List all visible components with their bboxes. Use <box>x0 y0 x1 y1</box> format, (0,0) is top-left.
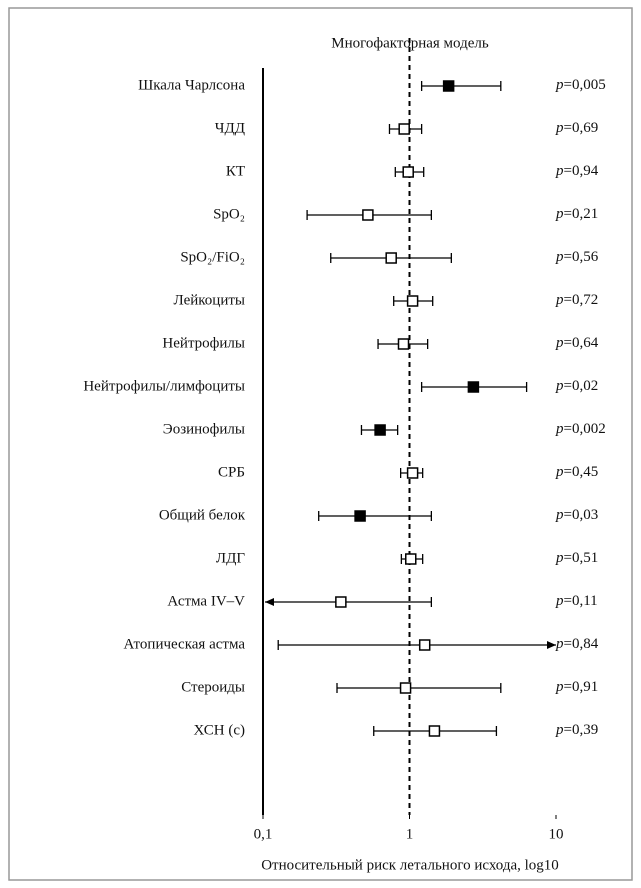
p-prefix: p <box>555 722 564 738</box>
point-estimate <box>398 123 410 135</box>
p-number: =0,39 <box>564 722 599 738</box>
row-label: ХСН (с) <box>194 722 246 738</box>
point-estimate <box>385 252 397 264</box>
point-estimate <box>399 682 412 694</box>
row-label: Нейтрофилы/лимфоциты <box>83 378 245 394</box>
point-estimate <box>354 510 366 522</box>
point-estimate <box>374 424 386 436</box>
p-value: p=0,56 <box>555 249 599 265</box>
point-estimate <box>418 639 431 651</box>
point-estimate <box>406 467 419 479</box>
row-label: Астма IV–V <box>167 593 245 609</box>
p-number: =0,56 <box>564 249 599 265</box>
point-estimate <box>406 295 419 307</box>
p-value: p=0,45 <box>555 464 598 480</box>
p-value: p=0,21 <box>555 206 598 222</box>
p-number: =0,69 <box>564 120 599 136</box>
p-value: p=0,005 <box>555 77 606 93</box>
p-number: =0,21 <box>564 206 599 222</box>
p-number: =0,51 <box>564 550 599 566</box>
point-estimate <box>467 381 480 393</box>
row-label: ЛДГ <box>216 550 245 566</box>
p-number: =0,02 <box>564 378 599 394</box>
p-prefix: p <box>555 378 564 394</box>
p-prefix: p <box>555 507 564 523</box>
point-estimate <box>442 80 455 92</box>
p-number: =0,64 <box>564 335 599 351</box>
x-axis-label: Относительный риск летального исхода, lo… <box>261 857 559 873</box>
p-value: p=0,69 <box>555 120 598 136</box>
p-number: =0,005 <box>564 77 606 93</box>
p-prefix: p <box>555 163 564 179</box>
p-value: p=0,94 <box>555 163 599 179</box>
p-prefix: p <box>555 120 564 136</box>
ci-arrow <box>547 641 556 649</box>
p-value: p=0,51 <box>555 550 598 566</box>
row-label: Атопическая астма <box>123 636 245 652</box>
p-prefix: p <box>555 636 564 652</box>
x-tick-label: 10 <box>549 826 564 842</box>
p-number: =0,002 <box>564 421 606 437</box>
p-prefix: p <box>555 550 564 566</box>
row-label: Нейтрофилы <box>162 335 245 351</box>
p-number: =0,03 <box>564 507 599 523</box>
row-label: ЧДД <box>215 120 245 136</box>
row-label: КТ <box>226 163 245 179</box>
x-tick-label: 1 <box>406 826 414 842</box>
row-label: Общий белок <box>159 507 246 523</box>
p-value: p=0,84 <box>555 636 599 652</box>
p-prefix: p <box>555 335 564 351</box>
x-tick-label: 0,1 <box>254 826 273 842</box>
p-prefix: p <box>555 593 564 609</box>
p-prefix: p <box>555 249 564 265</box>
row-label: Эозинофилы <box>163 421 245 437</box>
p-value: p=0,64 <box>555 335 599 351</box>
p-value: p=0,002 <box>555 421 606 437</box>
row-label: SpO₂/FiO₂ <box>180 249 245 265</box>
row-label: Стероиды <box>181 679 245 695</box>
point-estimate <box>362 209 374 221</box>
p-number: =0,94 <box>564 163 599 179</box>
row-label: СРБ <box>218 464 245 480</box>
p-prefix: p <box>555 77 564 93</box>
p-value: p=0,72 <box>555 292 598 308</box>
p-number: =0,91 <box>564 679 599 695</box>
row-label: Шкала Чарлсона <box>138 77 245 93</box>
p-prefix: p <box>555 206 564 222</box>
p-number: =0,45 <box>564 464 599 480</box>
point-estimate <box>335 596 347 608</box>
frame <box>8 7 633 881</box>
point-estimate <box>405 553 417 565</box>
p-number: =0,72 <box>564 292 599 308</box>
p-prefix: p <box>555 292 564 308</box>
p-value: p=0,39 <box>555 722 598 738</box>
point-estimate <box>402 166 414 178</box>
p-value: p=0,91 <box>555 679 598 695</box>
p-prefix: p <box>555 421 564 437</box>
row-label: Лейкоциты <box>174 292 245 308</box>
point-estimate <box>428 725 441 737</box>
p-value: p=0,03 <box>555 507 598 523</box>
p-value: p=0,02 <box>555 378 598 394</box>
ci-arrow <box>265 598 274 606</box>
p-number: =0,11 <box>564 593 598 609</box>
chart-title: Многофакторная модель <box>331 35 489 51</box>
point-estimate <box>397 338 410 350</box>
row-label: SpO₂ <box>213 206 245 222</box>
p-prefix: p <box>555 679 564 695</box>
p-prefix: p <box>555 464 564 480</box>
p-value: p=0,11 <box>555 593 598 609</box>
p-number: =0,84 <box>564 636 599 652</box>
